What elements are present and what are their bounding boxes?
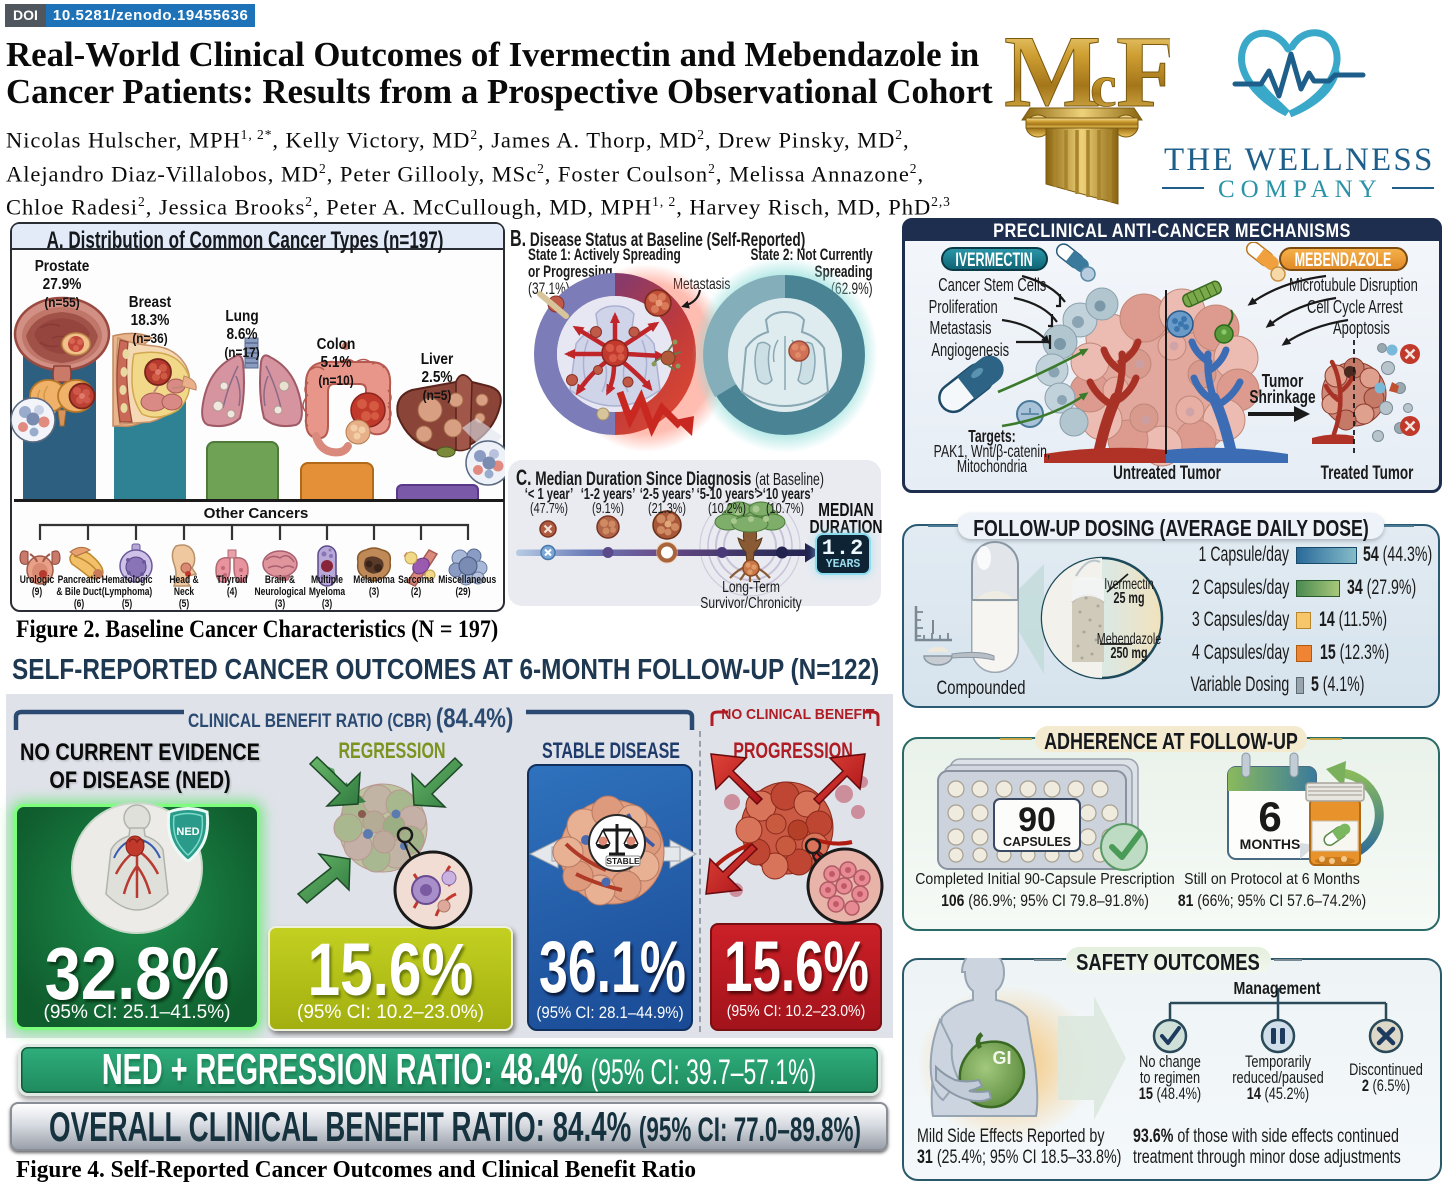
- svg-text:90: 90: [1018, 801, 1056, 839]
- svg-text:COMPANY: COMPANY: [1218, 176, 1383, 203]
- svg-text:NED: NED: [176, 826, 199, 838]
- svg-text:CAPSULES: CAPSULES: [1003, 835, 1071, 849]
- svg-text:6: 6: [1258, 793, 1281, 840]
- svg-text:M: M: [1004, 20, 1101, 129]
- svg-text:THE WELLNESS: THE WELLNESS: [1164, 142, 1435, 178]
- svg-text:STABLE: STABLE: [606, 856, 640, 866]
- svg-text:GI: GI: [992, 1048, 1011, 1068]
- svg-text:MONTHS: MONTHS: [1240, 836, 1301, 852]
